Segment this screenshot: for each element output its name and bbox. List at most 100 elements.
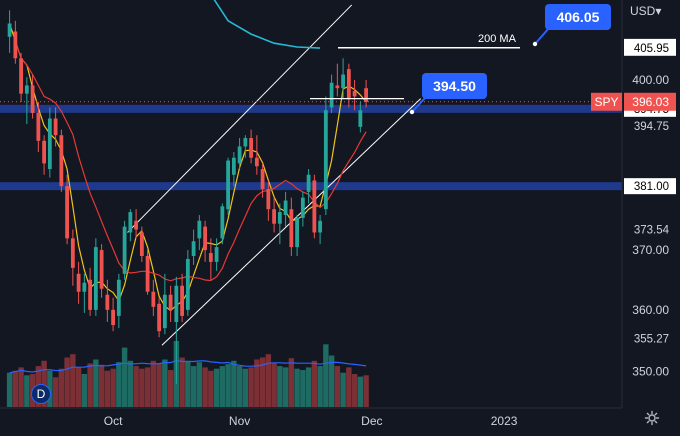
candle-body xyxy=(364,88,368,102)
volume-bar xyxy=(351,374,358,407)
callout-394-50[interactable]: 394.50 xyxy=(409,73,487,115)
volume-bar xyxy=(259,357,266,407)
price-label-box xyxy=(624,178,676,195)
candle-body xyxy=(358,110,363,127)
candle-body xyxy=(70,238,75,268)
candle xyxy=(352,80,357,111)
candle-body xyxy=(30,85,35,113)
price-label-text: 373.54 xyxy=(634,224,670,236)
channel-line[interactable] xyxy=(127,4,353,233)
volume-bar xyxy=(98,364,105,407)
candle-body xyxy=(266,189,271,210)
candle-body xyxy=(306,174,311,192)
callout-406-05[interactable]: 406.05 xyxy=(532,4,611,47)
price-axis-bg xyxy=(622,0,680,408)
ma-200-line xyxy=(213,0,321,49)
candle-body xyxy=(65,186,69,239)
x-axis-ticks: Oct Nov Dec 2023 xyxy=(104,414,518,428)
volume-bar xyxy=(87,363,93,407)
price-zone xyxy=(0,182,622,191)
y-tick-label: 350.00 xyxy=(632,364,669,378)
candle-body xyxy=(260,169,265,190)
candle xyxy=(203,220,207,262)
candle xyxy=(111,297,115,332)
candle-body xyxy=(283,200,288,215)
volume-bar xyxy=(93,359,99,407)
candle-body xyxy=(174,285,179,322)
candle-body xyxy=(180,285,184,316)
candle-body xyxy=(76,273,81,292)
candle xyxy=(226,157,230,215)
candle xyxy=(300,191,305,227)
dividend-marker-icon[interactable]: D xyxy=(31,384,51,404)
candle xyxy=(93,238,98,316)
volume-bar xyxy=(24,375,30,407)
candle xyxy=(88,267,92,316)
volume-bar xyxy=(70,354,76,407)
price-label-box xyxy=(624,117,676,134)
candle xyxy=(157,297,161,338)
callout-box xyxy=(422,73,487,99)
volume-bar xyxy=(64,357,70,407)
candle xyxy=(42,135,46,175)
volume-bar xyxy=(265,354,272,407)
volume-bar xyxy=(81,374,88,407)
candle xyxy=(237,138,242,170)
candle xyxy=(180,273,184,322)
volume-ma-line xyxy=(9,359,367,374)
x-tick-label: Nov xyxy=(229,414,250,428)
candle xyxy=(341,58,345,100)
candle xyxy=(231,152,236,187)
candle-body xyxy=(157,303,161,332)
candle xyxy=(220,203,225,245)
gear-icon[interactable] xyxy=(644,410,660,426)
volume-bar xyxy=(139,368,145,407)
candle-body xyxy=(36,112,41,141)
candle-body xyxy=(300,197,305,218)
candle xyxy=(53,107,58,147)
candle-body xyxy=(237,146,242,164)
volume-bar xyxy=(317,366,323,407)
candles xyxy=(7,10,368,384)
candle xyxy=(139,226,144,262)
candle xyxy=(329,74,334,113)
candle-body xyxy=(323,110,328,210)
volume-bar xyxy=(41,360,47,407)
candle-body xyxy=(214,247,219,262)
price-axis-labels: 406.12405.95395.61394.75394.75381.00373.… xyxy=(591,38,676,347)
volume-bar xyxy=(162,359,168,407)
candle-body xyxy=(42,140,46,164)
volume-bar xyxy=(75,367,82,407)
x-tick-label: Oct xyxy=(104,414,123,428)
candle xyxy=(208,238,213,280)
candle xyxy=(134,209,138,239)
price-callouts[interactable]: 406.05 394.50 xyxy=(409,4,611,115)
volume-bar xyxy=(208,370,214,407)
ma-mid-line xyxy=(14,40,367,282)
candle-body xyxy=(312,180,317,233)
volume-bar xyxy=(121,347,128,407)
candle xyxy=(283,191,288,227)
candle-body xyxy=(220,206,225,239)
candle-body xyxy=(82,282,87,292)
volume-bar xyxy=(311,360,318,407)
candle xyxy=(323,96,328,215)
current-price-box xyxy=(624,92,676,111)
candle-body xyxy=(185,258,190,310)
candle-body xyxy=(346,69,351,100)
horizontal-levels[interactable]: 200 MA xyxy=(0,33,622,103)
price-zone xyxy=(0,104,622,113)
volume-bar xyxy=(167,370,174,407)
candle-body xyxy=(254,157,259,167)
volume-bar xyxy=(282,367,289,407)
candle-body xyxy=(99,250,104,289)
candle-body xyxy=(151,291,156,307)
volume-bar xyxy=(248,367,254,407)
volume-bar xyxy=(323,344,329,407)
currency-selector[interactable]: USD▾ xyxy=(630,4,661,18)
volume-bar xyxy=(185,360,191,407)
chevron-down-icon: ▾ xyxy=(655,4,662,18)
volume-bar xyxy=(305,367,312,407)
